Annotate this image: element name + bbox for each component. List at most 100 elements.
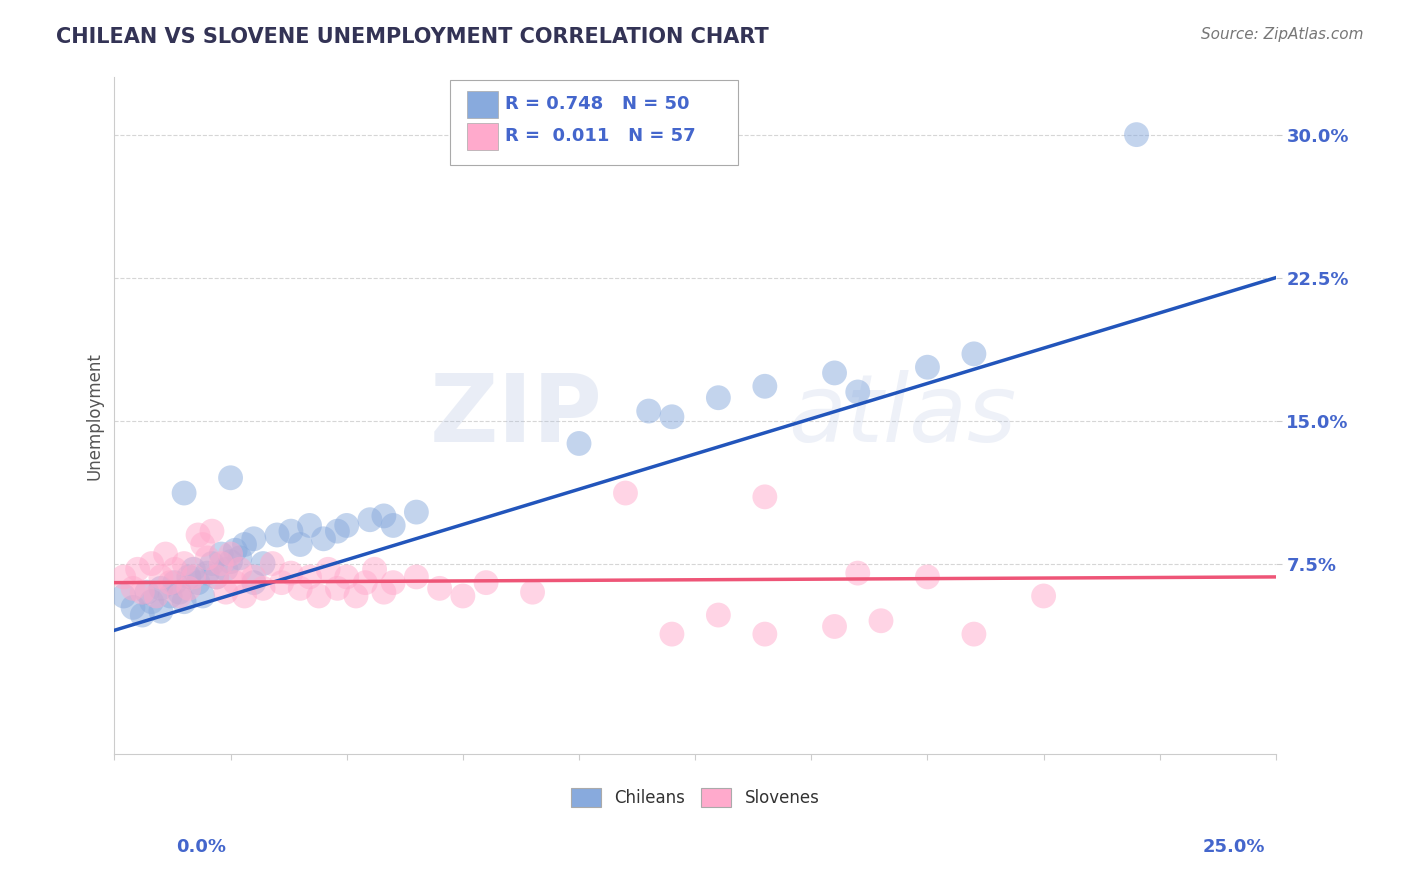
- Point: [312, 532, 335, 546]
- Point: [159, 589, 181, 603]
- Point: [298, 518, 321, 533]
- Point: [163, 575, 186, 590]
- Point: [219, 555, 242, 569]
- Point: [336, 518, 359, 533]
- Point: [233, 589, 256, 603]
- Point: [122, 582, 145, 596]
- Point: [173, 557, 195, 571]
- Point: [429, 582, 451, 596]
- Point: [149, 582, 172, 596]
- Point: [243, 532, 266, 546]
- Point: [344, 589, 367, 603]
- Point: [754, 379, 776, 393]
- Point: [201, 524, 224, 538]
- Point: [127, 562, 149, 576]
- Point: [522, 585, 544, 599]
- Point: [846, 566, 869, 580]
- Point: [209, 547, 232, 561]
- Point: [173, 486, 195, 500]
- Point: [290, 537, 312, 551]
- Y-axis label: Unemployment: Unemployment: [86, 351, 103, 480]
- Text: R =  0.011   N = 57: R = 0.011 N = 57: [505, 128, 696, 145]
- Point: [326, 524, 349, 538]
- Point: [187, 528, 209, 542]
- Point: [405, 570, 427, 584]
- Point: [382, 575, 405, 590]
- Point: [262, 557, 284, 571]
- Point: [187, 575, 209, 590]
- Point: [209, 557, 232, 571]
- Point: [131, 585, 153, 599]
- Point: [149, 570, 172, 584]
- Point: [298, 570, 321, 584]
- Point: [336, 570, 359, 584]
- Point: [252, 557, 274, 571]
- Point: [270, 575, 292, 590]
- Point: [1032, 589, 1054, 603]
- Point: [707, 608, 730, 623]
- Point: [112, 589, 135, 603]
- Point: [359, 513, 381, 527]
- Point: [155, 547, 177, 561]
- Point: [568, 436, 591, 450]
- Point: [846, 384, 869, 399]
- Point: [149, 604, 172, 618]
- Point: [163, 562, 186, 576]
- Point: [219, 547, 242, 561]
- Point: [243, 570, 266, 584]
- Point: [201, 557, 224, 571]
- Text: 25.0%: 25.0%: [1204, 838, 1265, 856]
- Point: [191, 589, 214, 603]
- Text: CHILEAN VS SLOVENE UNEMPLOYMENT CORRELATION CHART: CHILEAN VS SLOVENE UNEMPLOYMENT CORRELAT…: [56, 27, 769, 46]
- Point: [475, 575, 498, 590]
- Point: [917, 360, 939, 375]
- Point: [1125, 128, 1147, 142]
- Point: [224, 575, 246, 590]
- Text: ZIP: ZIP: [429, 370, 602, 462]
- Point: [451, 589, 474, 603]
- Point: [141, 557, 163, 571]
- Point: [177, 582, 200, 596]
- Point: [243, 575, 266, 590]
- Point: [661, 627, 683, 641]
- Point: [290, 582, 312, 596]
- Point: [205, 570, 228, 584]
- Point: [191, 537, 214, 551]
- Point: [373, 508, 395, 523]
- Point: [173, 595, 195, 609]
- Point: [316, 562, 339, 576]
- Point: [824, 366, 846, 380]
- Point: [917, 570, 939, 584]
- Point: [373, 585, 395, 599]
- Point: [145, 589, 167, 603]
- Point: [112, 570, 135, 584]
- Point: [614, 486, 637, 500]
- Point: [229, 562, 252, 576]
- Point: [136, 585, 159, 599]
- Point: [233, 537, 256, 551]
- Point: [280, 566, 302, 580]
- Point: [141, 595, 163, 609]
- Point: [215, 585, 238, 599]
- Point: [183, 562, 205, 576]
- Point: [661, 409, 683, 424]
- Point: [122, 600, 145, 615]
- Point: [405, 505, 427, 519]
- Point: [252, 582, 274, 596]
- Point: [824, 619, 846, 633]
- Point: [382, 518, 405, 533]
- Text: atlas: atlas: [789, 370, 1017, 461]
- Point: [870, 614, 893, 628]
- Point: [195, 566, 218, 580]
- Point: [177, 570, 200, 584]
- Point: [131, 608, 153, 623]
- Point: [637, 404, 659, 418]
- Point: [229, 550, 252, 565]
- Point: [280, 524, 302, 538]
- Point: [215, 562, 238, 576]
- Point: [266, 528, 288, 542]
- Point: [195, 550, 218, 565]
- Point: [169, 589, 191, 603]
- Text: R = 0.748   N = 50: R = 0.748 N = 50: [505, 95, 689, 113]
- Text: 0.0%: 0.0%: [176, 838, 226, 856]
